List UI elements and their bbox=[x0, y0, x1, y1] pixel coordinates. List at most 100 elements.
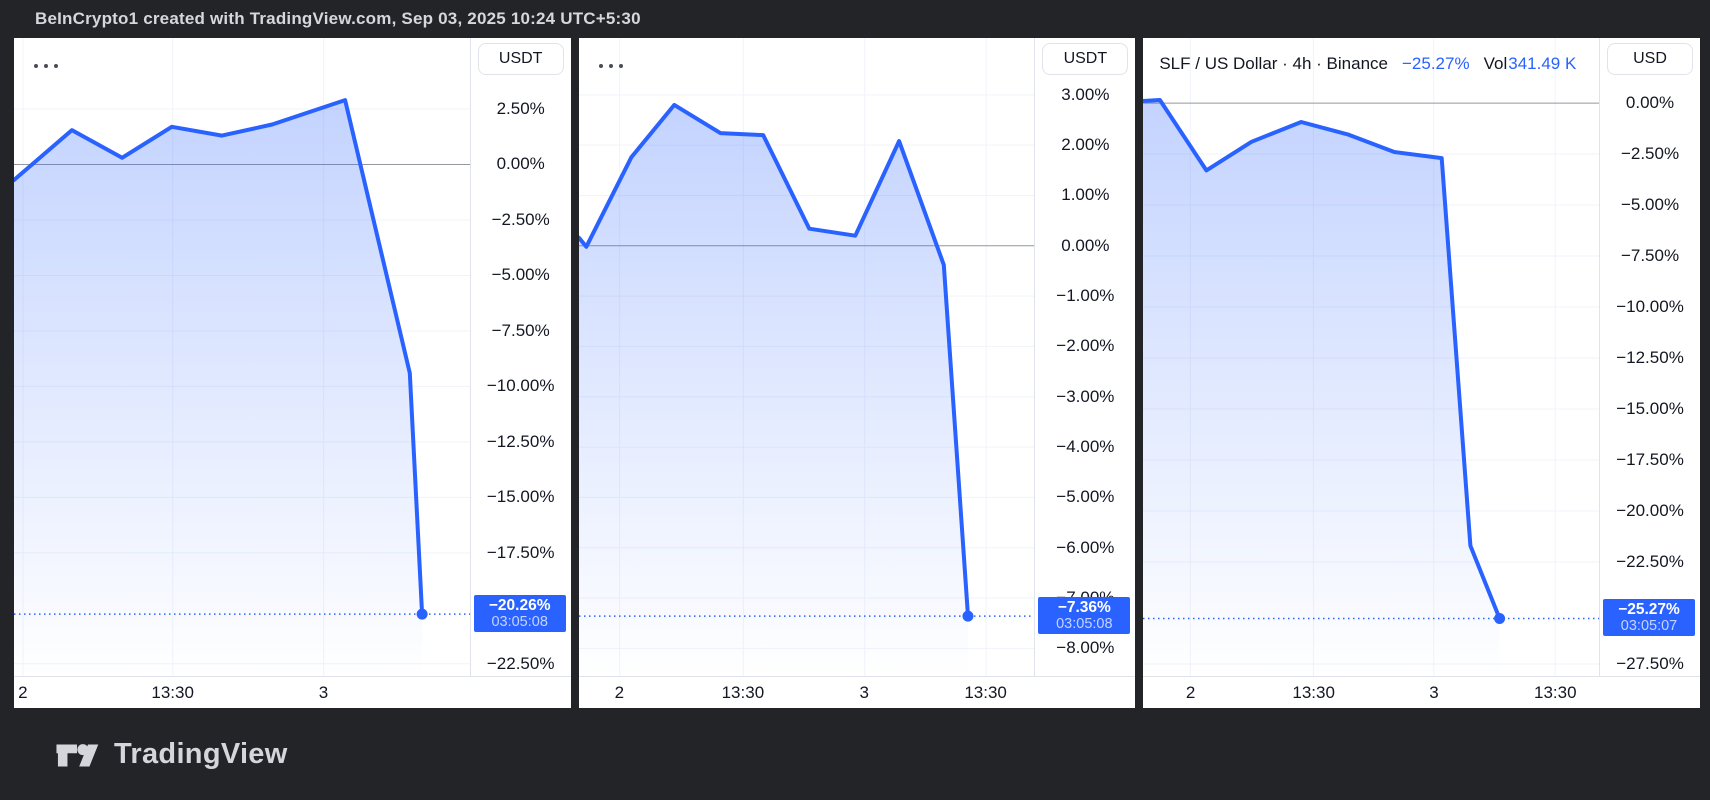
last-price-badge: −20.26% 03:05:08 bbox=[473, 595, 566, 633]
tradingview-logo-icon bbox=[55, 733, 99, 775]
attribution-bar: BeInCrypto1 created with TradingView.com… bbox=[0, 0, 1710, 38]
time-tick-label: 2 bbox=[1185, 683, 1196, 702]
time-scale[interactable]: 2 13:30 3 13:30 bbox=[1143, 676, 1701, 708]
price-tick-label: −10.00% bbox=[486, 376, 555, 396]
currency-unit-button[interactable]: USDT bbox=[1042, 43, 1129, 75]
price-tick-label: 1.00% bbox=[1061, 185, 1110, 205]
chart-panel-1: USDT 2.50% 0.00% −2.50% −5.00% −7.50% −10.00% −… bbox=[14, 38, 571, 708]
chart-panel-3: SLF / US Dollar · 4h · Binance −25.27% Vol… bbox=[1143, 38, 1701, 708]
time-tick-label: 13:30 bbox=[964, 683, 1007, 702]
last-price-dot bbox=[962, 610, 974, 622]
area-fill bbox=[14, 100, 423, 676]
time-tick-label: 3 bbox=[1429, 683, 1439, 702]
area-fill bbox=[578, 104, 968, 676]
menu-dot bbox=[54, 64, 58, 68]
time-tick-label: 13:30 bbox=[1533, 683, 1577, 702]
time-tick-label: 13:30 bbox=[1292, 683, 1335, 702]
chart-panel-2: USDT 3.00% 2.00% 1.00% 0.00% −1.00% −2.00% −3.0… bbox=[578, 38, 1136, 708]
price-tick-label: −15.00% bbox=[486, 487, 555, 507]
last-price-value: −20.26% bbox=[488, 597, 551, 615]
time-tick-label: 3 bbox=[859, 683, 869, 702]
menu-dot bbox=[608, 64, 613, 68]
price-tick-label: 2.50% bbox=[496, 99, 545, 118]
currency-unit-button[interactable]: USD bbox=[1607, 43, 1694, 75]
price-tick-label: −2.00% bbox=[1056, 336, 1115, 356]
price-tick-label: −17.50% bbox=[486, 542, 555, 562]
last-price-badge: −25.27% 03:05:07 bbox=[1603, 599, 1696, 637]
footer: TradingView bbox=[0, 708, 1710, 800]
price-tick-label: −22.50% bbox=[486, 653, 555, 673]
area-fill bbox=[1143, 100, 1500, 676]
price-line bbox=[578, 102, 970, 619]
symbol-change-percent: −25.27% bbox=[1402, 54, 1470, 73]
price-tick-label: −4.00% bbox=[1056, 437, 1115, 457]
countdown-timer: 03:05:08 bbox=[1056, 616, 1113, 633]
chart-3-canvas bbox=[1143, 38, 1600, 676]
price-tick-label: −5.00% bbox=[1056, 487, 1115, 507]
price-tick-label: −27.50% bbox=[1616, 653, 1684, 673]
price-tick-label: −15.00% bbox=[1616, 399, 1684, 418]
chart-options-menu[interactable] bbox=[30, 60, 62, 72]
chart-plot-area[interactable] bbox=[14, 38, 470, 676]
price-tick-label: −5.00% bbox=[1620, 195, 1680, 215]
price-line bbox=[1143, 98, 1502, 621]
menu-dot bbox=[618, 64, 623, 68]
price-tick-label: −20.00% bbox=[1616, 500, 1684, 520]
price-scale[interactable]: USD 0.00% −2.50% −5.00% −7.50% −10.00% −12.50%… bbox=[1599, 38, 1701, 676]
price-tick-label: −10.00% bbox=[1616, 297, 1684, 317]
price-tick-label: −2.50% bbox=[1620, 144, 1680, 164]
attribution-text: BeInCrypto1 created with TradingView.com… bbox=[35, 9, 641, 28]
countdown-timer: 03:05:07 bbox=[1620, 618, 1678, 635]
volume-label: Vol bbox=[1483, 54, 1508, 73]
time-tick-label: 2 bbox=[614, 683, 625, 702]
price-tick-label: −12.50% bbox=[486, 431, 555, 451]
chart-plot-area[interactable]: SLF / US Dollar · 4h · Binance −25.27% Vol… bbox=[1143, 38, 1600, 676]
price-tick-label: 2.00% bbox=[1061, 135, 1110, 155]
last-price-value: −7.36% bbox=[1057, 599, 1111, 617]
price-tick-label: −2.50% bbox=[491, 209, 550, 229]
price-tick-label: 3.00% bbox=[1061, 84, 1110, 104]
price-tick-label: −17.50% bbox=[1616, 450, 1684, 469]
price-tick-label: 0.00% bbox=[496, 154, 545, 174]
last-price-dot bbox=[1494, 612, 1506, 624]
price-line bbox=[14, 98, 425, 617]
price-tick-label: −6.00% bbox=[1056, 537, 1115, 557]
panel-main: USDT 3.00% 2.00% 1.00% 0.00% −1.00% −2.00% −3.0… bbox=[578, 38, 1136, 676]
price-tick-label: −12.50% bbox=[1616, 348, 1684, 368]
panel-main: SLF / US Dollar · 4h · Binance −25.27% Vol… bbox=[1143, 38, 1701, 676]
price-tick-label: 0.00% bbox=[1625, 93, 1675, 113]
volume-readout: Vol 341.49 K bbox=[1484, 54, 1577, 74]
time-scale[interactable]: 2 13:30 3 13:30 bbox=[578, 676, 1136, 708]
panel-main: USDT 2.50% 0.00% −2.50% −5.00% −7.50% −10.00% −… bbox=[14, 38, 571, 676]
price-tick-label: −8.00% bbox=[1056, 638, 1115, 658]
time-scale[interactable]: 2 13:30 3 bbox=[14, 676, 571, 708]
time-tick-label: 13:30 bbox=[151, 683, 194, 702]
time-tick-label: 2 bbox=[18, 683, 28, 702]
countdown-timer: 03:05:08 bbox=[491, 614, 548, 631]
price-tick-label: −1.00% bbox=[1056, 286, 1115, 306]
last-price-value: −25.27% bbox=[1618, 601, 1680, 619]
currency-unit-button[interactable]: USDT bbox=[477, 43, 564, 75]
symbol-title[interactable]: SLF / US Dollar · 4h · Binance bbox=[1159, 54, 1388, 73]
tradingview-brand: TradingView bbox=[114, 737, 288, 770]
price-tick-label: −3.00% bbox=[1056, 386, 1115, 406]
chart-options-menu[interactable] bbox=[595, 60, 627, 72]
menu-dot bbox=[44, 64, 48, 68]
chart-panels: USDT 2.50% 0.00% −2.50% −5.00% −7.50% −10.00% −… bbox=[0, 38, 1710, 708]
menu-dot bbox=[598, 64, 603, 68]
price-scale[interactable]: USDT 2.50% 0.00% −2.50% −5.00% −7.50% −10.00% −… bbox=[469, 38, 571, 676]
volume-value: 341.49 K bbox=[1508, 54, 1577, 73]
last-price-badge: −7.36% 03:05:08 bbox=[1038, 597, 1131, 635]
price-tick-label: −7.50% bbox=[491, 320, 550, 340]
time-tick-label: 3 bbox=[318, 683, 329, 702]
chart-2-canvas bbox=[578, 38, 1035, 676]
price-tick-label: −5.00% bbox=[491, 265, 550, 285]
price-tick-label: −22.50% bbox=[1616, 551, 1684, 571]
symbol-legend: SLF / US Dollar · 4h · Binance −25.27% Vol… bbox=[1159, 54, 1576, 74]
chart-plot-area[interactable] bbox=[578, 38, 1035, 676]
chart-1-canvas bbox=[14, 38, 470, 676]
price-scale[interactable]: USDT 3.00% 2.00% 1.00% 0.00% −1.00% −2.00% −3.0… bbox=[1034, 38, 1136, 676]
price-tick-label: 0.00% bbox=[1061, 235, 1110, 255]
price-tick-label: −7.50% bbox=[1620, 246, 1680, 266]
